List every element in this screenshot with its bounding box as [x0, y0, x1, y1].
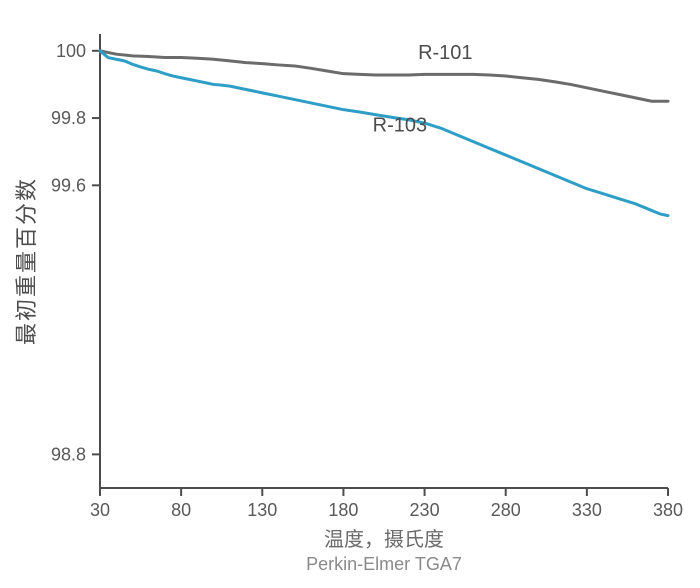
x-tick-label: 330 — [572, 500, 602, 520]
x-axis-title: 温度，摄氏度 — [324, 528, 444, 551]
x-tick-label: 280 — [491, 500, 521, 520]
x-tick-label: 80 — [171, 500, 191, 520]
x-tick-label: 230 — [410, 500, 440, 520]
y-tick-label: 99.8 — [51, 108, 86, 128]
x-tick-label: 130 — [247, 500, 277, 520]
series-label-r-103: R-103 — [373, 115, 427, 137]
y-tick-label: 98.8 — [51, 444, 86, 464]
x-tick-label: 180 — [328, 500, 358, 520]
chart-subcaption: Perkin-Elmer TGA7 — [306, 554, 462, 574]
x-tick-label: 380 — [653, 500, 683, 520]
y-tick-label: 99.6 — [51, 175, 86, 195]
chart-svg: 30 80 130 180 230 280 330 380 98.8 99.6 99.8 100 R-1… — [0, 0, 700, 588]
x-tick-label: 30 — [90, 500, 110, 520]
y-tick-label: 100 — [56, 41, 86, 61]
series-label-r-101: R-101 — [418, 42, 472, 64]
tga-chart: 30 80 130 180 230 280 330 380 98.8 99.6 99.8 100 R-1… — [0, 0, 700, 588]
y-axis-title: 最初重量百分数 — [14, 177, 39, 345]
